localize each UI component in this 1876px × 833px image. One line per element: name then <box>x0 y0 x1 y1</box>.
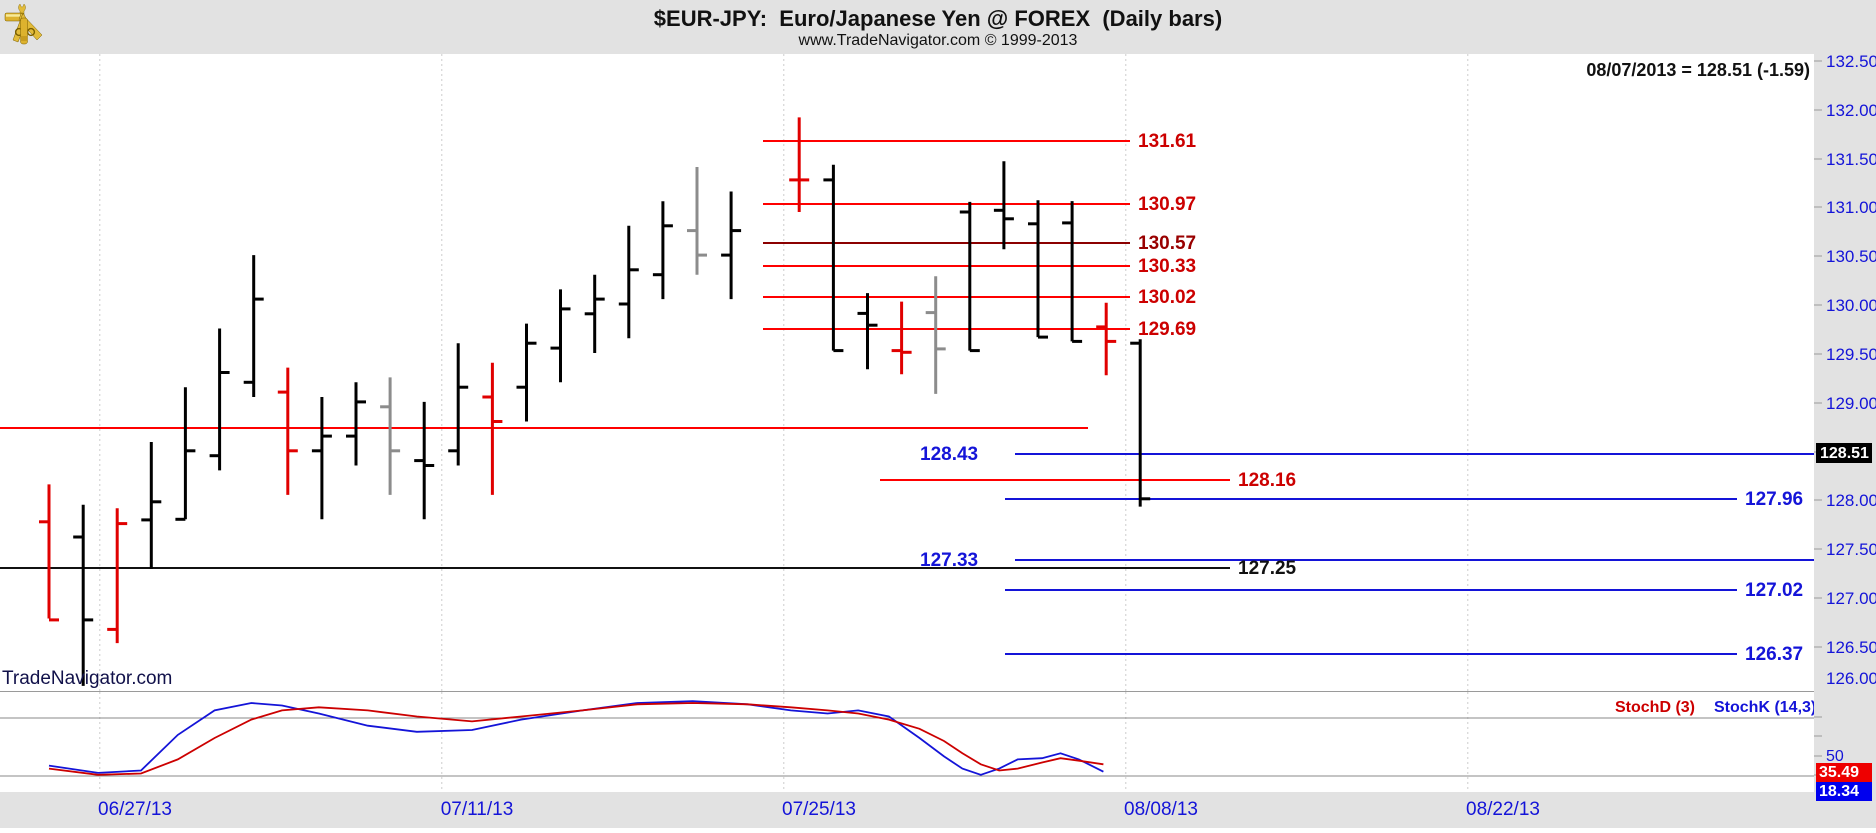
svg-text:130.33: 130.33 <box>1138 256 1196 277</box>
svg-text:08/22/13: 08/22/13 <box>1466 799 1540 820</box>
svg-text:128.16: 128.16 <box>1238 470 1296 491</box>
svg-text:129.00: 129.00 <box>1826 394 1876 413</box>
svg-text:128.00: 128.00 <box>1826 491 1876 510</box>
svg-text:127.96: 127.96 <box>1745 489 1803 510</box>
svg-text:130.50: 130.50 <box>1826 247 1876 266</box>
svg-text:06/27/13: 06/27/13 <box>98 799 172 820</box>
svg-text:StochD (3): StochD (3) <box>1615 699 1695 716</box>
svg-text:127.50: 127.50 <box>1826 540 1876 559</box>
svg-text:50: 50 <box>1826 748 1844 765</box>
svg-text:132.50: 132.50 <box>1826 54 1876 71</box>
svg-text:130.97: 130.97 <box>1138 194 1196 215</box>
svg-text:07/25/13: 07/25/13 <box>782 799 856 820</box>
svg-text:18.34: 18.34 <box>1819 783 1859 800</box>
svg-text:126.50: 126.50 <box>1826 638 1876 657</box>
svg-text:131.50: 131.50 <box>1826 150 1876 169</box>
svg-text:127.00: 127.00 <box>1826 589 1876 608</box>
svg-text:126.00: 126.00 <box>1826 669 1876 688</box>
svg-text:131.61: 131.61 <box>1138 131 1197 152</box>
svg-text:35.49: 35.49 <box>1819 764 1859 781</box>
svg-text:129.50: 129.50 <box>1826 345 1876 364</box>
svg-text:08/08/13: 08/08/13 <box>1124 799 1198 820</box>
svg-text:128.43: 128.43 <box>920 444 978 465</box>
svg-text:130.57: 130.57 <box>1138 233 1196 254</box>
svg-text:07/11/13: 07/11/13 <box>441 799 514 820</box>
svg-text:130.02: 130.02 <box>1138 287 1196 308</box>
svg-text:131.00: 131.00 <box>1826 198 1876 217</box>
svg-text:132.00: 132.00 <box>1826 101 1876 120</box>
svg-text:128.51: 128.51 <box>1820 445 1869 462</box>
svg-text:127.25: 127.25 <box>1238 558 1297 579</box>
svg-text:129.69: 129.69 <box>1138 319 1196 340</box>
svg-text:TradeNavigator.com: TradeNavigator.com <box>2 668 172 689</box>
svg-text:127.02: 127.02 <box>1745 580 1803 601</box>
svg-text:126.37: 126.37 <box>1745 644 1803 665</box>
svg-text:130.00: 130.00 <box>1826 296 1876 315</box>
svg-text:StochK (14,3): StochK (14,3) <box>1714 699 1816 716</box>
